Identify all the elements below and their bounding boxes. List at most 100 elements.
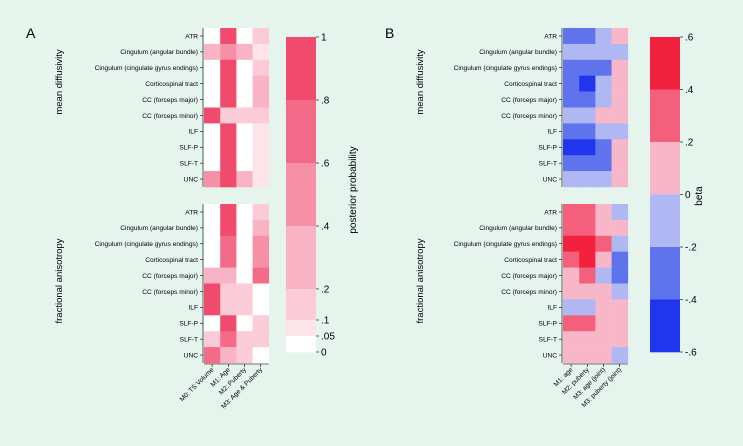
panelA-row-label-mean-diffusivity-slf-t: SLF-T [180,160,198,167]
panelA-cell-fractional-anisotropy-atr-m1-age [220,204,237,221]
panelB-cell-fractional-anisotropy-cingulum-cingulate-gyrus-endings-m3-age-joint [595,235,612,252]
panelA-colorbar-tick-label-6: .6 [321,159,330,170]
panelB-row-label-mean-diffusivity-cingulum-cingulate-gyrus-endings: Cingulum (cingulate gyrus endings) [454,65,557,72]
panelA-cell-mean-diffusivity-cingulum-angular-bundle-m1-age [220,43,237,61]
panel-a-cells [204,28,270,364]
panelB-cell-fractional-anisotropy-cingulum-cingulate-gyrus-endings-m2-puberty [579,235,596,252]
panelB-cell-mean-diffusivity-corticospinal-tract-m3-puberty-joint [611,75,629,92]
panelB-cell-mean-diffusivity-ilf-m1-age [563,123,580,140]
panelA-colorbar-tick-label-1: 1 [321,33,327,44]
panelA-cell-fractional-anisotropy-ilf-m1-age [220,299,237,316]
panelB-cell-mean-diffusivity-unc-m1-age [563,171,580,188]
panelA-cell-fractional-anisotropy-unc-m1-age [220,347,237,364]
panelA-cell-fractional-anisotropy-cc-forceps-minor-m1-age [220,283,237,300]
panelA-cell-mean-diffusivity-cc-forceps-minor-m0-ts-volume [204,107,221,124]
panelB-row-label-mean-diffusivity-unc: UNC [543,176,558,183]
panelB-cell-mean-diffusivity-cc-forceps-major-m3-puberty-joint [611,91,629,108]
panelA-cell-fractional-anisotropy-cingulum-angular-bundle-m1-age [220,219,237,237]
panelA-cell-mean-diffusivity-cingulum-angular-bundle-m0-ts-volume [204,43,221,61]
panelA-cell-fractional-anisotropy-slf-t-m3-age-puberty [252,331,270,348]
panelA-cell-mean-diffusivity-cingulum-cingulate-gyrus-endings-m2-puberty [236,59,253,76]
panelB-cell-fractional-anisotropy-cc-forceps-minor-m2-puberty [579,283,596,300]
panelB-cell-fractional-anisotropy-slf-p-m3-age-joint [595,315,612,332]
panelA-colorbar-tick-label-2: .2 [321,285,330,296]
panelA-cell-mean-diffusivity-slf-t-m0-ts-volume [204,155,221,172]
panelB-cell-mean-diffusivity-cc-forceps-minor-m3-age-joint [595,107,612,124]
panelA-row-label-mean-diffusivity-cc-forceps-minor: CC (forceps minor) [142,113,198,120]
panelB-cell-mean-diffusivity-cingulum-angular-bundle-m1-age [563,43,580,61]
panelA-cell-fractional-anisotropy-cc-forceps-major-m1-age [220,267,237,284]
panelA-cell-fractional-anisotropy-cingulum-cingulate-gyrus-endings-m1-age [220,235,237,252]
panelA-colorbar-segment-1 [286,100,316,164]
panelA-colorbar-segment-3 [286,226,316,290]
panelB-cell-mean-diffusivity-slf-p-m3-puberty-joint [611,139,629,156]
panelA-colorbar-tick-label-0: 0 [321,348,327,359]
panelB-row-label-fractional-anisotropy-cc-forceps-major: CC (forceps major) [501,273,557,280]
panel-b-row-labels: ATR Cingulum (angular bundle) Cingulum (ci… [454,28,563,363]
panelA-cell-mean-diffusivity-ilf-m1-age [220,123,237,140]
panelB-row-label-mean-diffusivity-cingulum-angular-bundle: Cingulum (angular bundle) [479,49,557,56]
panelB-row-label-mean-diffusivity-cc-forceps-minor: CC (forceps minor) [501,113,557,120]
panelA-cell-fractional-anisotropy-atr-m2-puberty [236,204,253,221]
panelB-row-label-fractional-anisotropy-ilf: ILF [547,305,557,312]
panelB-colorbar-segment-4 [650,247,680,300]
panelA-cell-mean-diffusivity-cingulum-angular-bundle-m3-age-puberty [252,43,270,61]
panelB-cell-fractional-anisotropy-atr-m1-age [563,204,580,221]
panelB-row-label-mean-diffusivity-ilf: ILF [547,129,557,136]
panelA-cell-mean-diffusivity-unc-m1-age [220,171,237,188]
panel-a-group-label-fa: fractional anisotropy [54,238,65,323]
panelA-cell-mean-diffusivity-atr-m1-age [220,28,237,45]
panelA-row-label-fractional-anisotropy-slf-t: SLF-T [180,336,198,343]
panelA-cell-fractional-anisotropy-cingulum-angular-bundle-m2-puberty [236,219,253,237]
panelB-colorbar-segment-2 [650,142,680,195]
panelB-cell-fractional-anisotropy-unc-m2-puberty [579,347,596,364]
panelB-cell-fractional-anisotropy-cc-forceps-minor-m1-age [563,283,580,300]
panelB-cell-mean-diffusivity-cingulum-angular-bundle-m3-age-joint [595,43,612,61]
panelB-cell-mean-diffusivity-slf-t-m3-puberty-joint [611,155,629,172]
panelA-cell-mean-diffusivity-ilf-m2-puberty [236,123,253,140]
panelA-row-label-fractional-anisotropy-corticospinal-tract: Corticospinal tract [145,257,198,264]
panelA-row-label-fractional-anisotropy-cingulum-cingulate-gyrus-endings: Cingulum (cingulate gyrus endings) [95,241,198,248]
panelB-colorbar-tick-label-0: 0 [685,190,691,201]
panelA-cell-mean-diffusivity-cingulum-cingulate-gyrus-endings-m1-age [220,59,237,76]
panelB-cell-mean-diffusivity-ilf-m3-age-joint [595,123,612,140]
panelB-row-label-fractional-anisotropy-cc-forceps-minor: CC (forceps minor) [501,289,557,296]
panelB-cell-fractional-anisotropy-slf-t-m2-puberty [579,331,596,348]
panelB-cell-fractional-anisotropy-cc-forceps-minor-m3-puberty-joint [611,283,629,300]
panelB-row-label-fractional-anisotropy-unc: UNC [543,352,558,359]
panelA-cell-mean-diffusivity-slf-t-m2-puberty [236,155,253,172]
panelA-cell-mean-diffusivity-unc-m3-age-puberty [252,171,270,188]
panelB-colorbar-segment-3 [650,194,680,248]
panelA-cell-mean-diffusivity-slf-t-m1-age [220,155,237,172]
panel-b-label: B [385,25,394,41]
panelA-cell-fractional-anisotropy-corticospinal-tract-m3-age-puberty [252,251,270,268]
panelB-cell-mean-diffusivity-slf-p-m1-age [563,139,580,156]
panelB-cell-mean-diffusivity-corticospinal-tract-m1-age [563,75,580,92]
panelB-cell-mean-diffusivity-atr-m1-age [563,28,580,45]
panelB-cell-mean-diffusivity-cc-forceps-major-m2-puberty [579,91,596,108]
panelA-cell-fractional-anisotropy-cingulum-angular-bundle-m0-ts-volume [204,219,221,237]
panelB-cell-fractional-anisotropy-cc-forceps-major-m3-puberty-joint [611,267,629,284]
panelB-cell-fractional-anisotropy-corticospinal-tract-m3-puberty-joint [611,251,629,268]
panel-a-row-labels: ATR Cingulum (angular bundle) Cingulum (ci… [95,28,204,363]
panelA-cell-fractional-anisotropy-atr-m0-ts-volume [204,204,221,221]
panelA-cell-fractional-anisotropy-cc-forceps-minor-m3-age-puberty [252,283,270,300]
panelA-cell-fractional-anisotropy-cc-forceps-major-m2-puberty [236,267,253,284]
panelB-cell-mean-diffusivity-ilf-m2-puberty [579,123,596,140]
panelB-cell-mean-diffusivity-cingulum-cingulate-gyrus-endings-m3-puberty-joint [611,59,629,76]
panelB-cell-mean-diffusivity-cingulum-angular-bundle-m3-puberty-joint [611,43,629,61]
panelA-cell-fractional-anisotropy-unc-m2-puberty [236,347,253,364]
panelB-cell-mean-diffusivity-corticospinal-tract-m2-puberty [579,75,596,92]
panelA-cell-mean-diffusivity-corticospinal-tract-m1-age [220,75,237,92]
panelA-row-label-mean-diffusivity-slf-p: SLF-P [179,145,198,152]
panelA-cell-fractional-anisotropy-slf-p-m2-puberty [236,315,253,332]
panelB-cell-mean-diffusivity-unc-m3-puberty-joint [611,171,629,188]
panelA-row-label-mean-diffusivity-cc-forceps-major: CC (forceps major) [142,97,198,104]
panelA-cell-mean-diffusivity-cingulum-angular-bundle-m2-puberty [236,43,253,61]
panelB-cell-fractional-anisotropy-atr-m3-age-joint [595,204,612,221]
panelB-colorbar-tick-label-2: .2 [685,138,694,149]
panelA-cell-mean-diffusivity-slf-t-m3-age-puberty [252,155,270,172]
panelA-row-label-mean-diffusivity-cingulum-cingulate-gyrus-endings: Cingulum (cingulate gyrus endings) [95,65,198,72]
